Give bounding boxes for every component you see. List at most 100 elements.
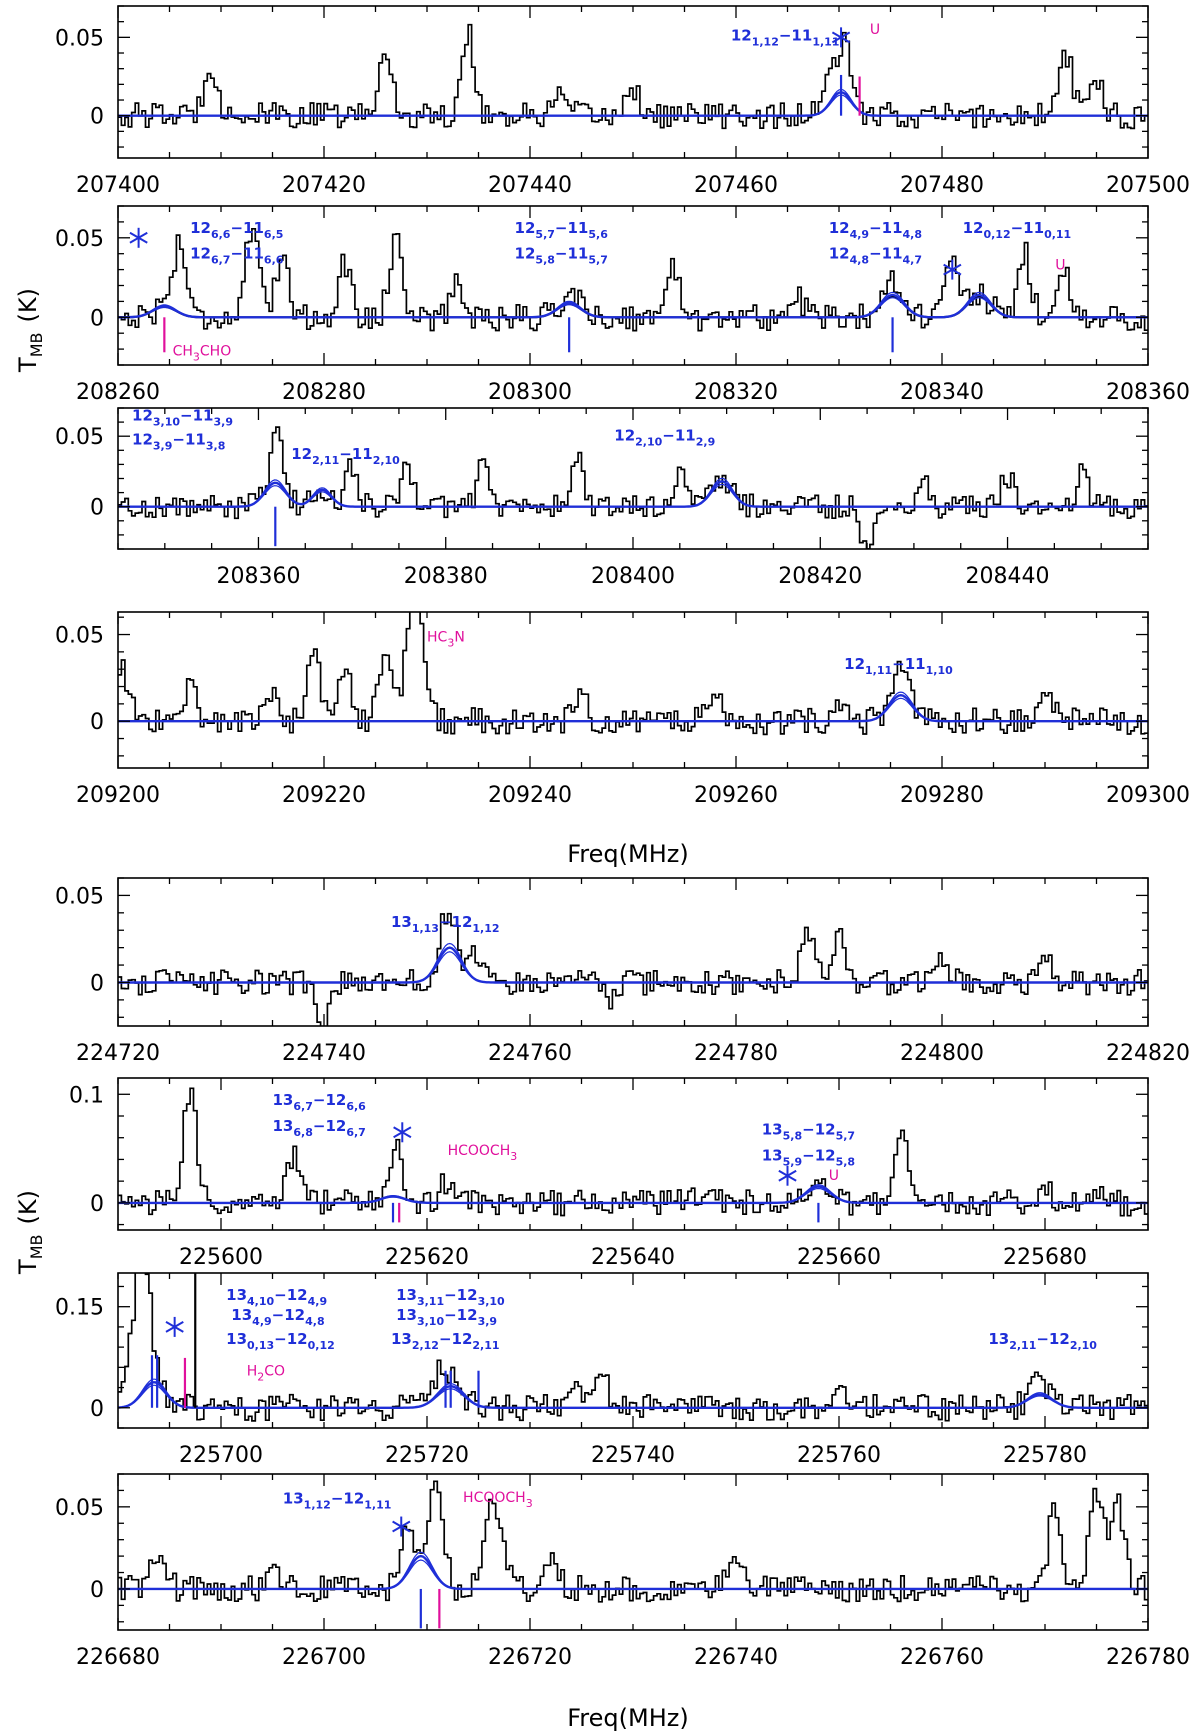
transition-label: 136,8−126,7 — [273, 1117, 366, 1139]
x-tick-label: 208420 — [778, 564, 862, 589]
transition-label: 124,8−114,7 — [829, 244, 922, 266]
transition-label: U — [870, 22, 880, 38]
asterisk-marker — [778, 1165, 797, 1186]
plot-area — [118, 1087, 1148, 1223]
transition-label: U — [829, 1168, 839, 1184]
x-tick-label: 226780 — [1106, 1645, 1190, 1670]
x-tick-label: 208300 — [488, 380, 572, 405]
transition-label: 135,8−125,7 — [762, 1120, 855, 1142]
y-tick-label: 0.15 — [55, 1296, 104, 1321]
x-tick-label: 224740 — [282, 1041, 366, 1066]
x-tick-label: 224820 — [1106, 1041, 1190, 1066]
transition-label: 125,8−115,7 — [515, 244, 608, 266]
x-tick-label: 209280 — [900, 783, 984, 808]
x-tick-label: 207440 — [488, 173, 572, 198]
asterisk-marker — [831, 27, 851, 48]
x-tick-label: 209200 — [76, 783, 160, 808]
x-tick-label: 208380 — [404, 564, 488, 589]
transition-label: CH3CHO — [173, 343, 232, 363]
transition-label: 123,10−113,9 — [132, 407, 233, 429]
observed-spectrum — [118, 1480, 1148, 1603]
x-tick-label: 208400 — [591, 564, 675, 589]
x-tick-label: 225680 — [1003, 1245, 1087, 1270]
y-tick-label: 0.05 — [55, 227, 104, 252]
x-tick-label: 226700 — [282, 1645, 366, 1670]
y-axis-title-lower: TMB(K) — [14, 1190, 46, 1275]
x-tick-label: 225720 — [385, 1443, 469, 1468]
x-tick-label: 207460 — [694, 173, 778, 198]
observed-spectrum — [118, 426, 1148, 549]
x-tick-label: 208260 — [76, 380, 160, 405]
x-tick-label: 207480 — [900, 173, 984, 198]
transition-label: 133,10−123,9 — [396, 1306, 497, 1328]
y-tick-label: 0 — [90, 1578, 104, 1603]
x-tick-label: 225600 — [179, 1245, 263, 1270]
observed-spectrum — [118, 1087, 1148, 1217]
y-tick-label: 0 — [90, 1192, 104, 1217]
transition-label: 134,10−124,9 — [226, 1286, 327, 1308]
x-tick-label: 224780 — [694, 1041, 778, 1066]
transition-label: 122,11−112,10 — [291, 445, 400, 467]
spectra-panels: 207400 207420 207440 207460 207480 207500 0 0.0… — [55, 5, 1190, 1670]
transition-label: 136,7−126,6 — [273, 1091, 367, 1113]
panel-5: 224720 224740 224760 224780 224800 224820 0 0.0… — [55, 877, 1190, 1066]
transition-label: U — [1055, 258, 1065, 274]
plot-area — [118, 426, 1148, 549]
model-curve — [118, 946, 1148, 984]
panel-1: 207400 207420 207440 207460 207480 207500 0 0.0… — [55, 5, 1190, 198]
transition-label: 131,12−121,11 — [283, 1490, 392, 1512]
transition-label: 126,6−116,5 — [190, 219, 283, 241]
transition-label: 126,7−116,6 — [190, 244, 284, 266]
x-tick-label: 225760 — [797, 1443, 881, 1468]
transition-label: 121,12−111,11 — [731, 26, 840, 48]
x-tick-label: 207500 — [1106, 173, 1190, 198]
x-tick-label: 209220 — [282, 783, 366, 808]
transition-label: 124,9−114,8 — [829, 219, 922, 241]
y-tick-label: 0 — [90, 306, 104, 331]
x-tick-label: 226680 — [76, 1645, 160, 1670]
model-curve — [118, 1554, 1148, 1591]
plot-area — [118, 612, 1148, 736]
x-tick-label: 208340 — [900, 380, 984, 405]
transition-label: 121,11−111,10 — [844, 655, 953, 677]
y-tick-label: 0.05 — [55, 884, 104, 909]
x-tick-label: 209300 — [1106, 783, 1190, 808]
y-tick-label: 0.05 — [55, 26, 104, 51]
transition-label: 125,7−115,6 — [515, 219, 609, 241]
x-tick-label: 225780 — [1003, 1443, 1087, 1468]
panel-frame — [117, 1473, 1149, 1631]
model-curve-lower — [118, 951, 1148, 984]
plot-area — [118, 227, 1148, 353]
y-tick-label: 0 — [90, 1397, 104, 1422]
panel-4: 209200 209220 209240 209260 209280 209300 0 0.0… — [55, 611, 1190, 808]
transition-label: HC3N — [427, 629, 465, 649]
panel-2: 208260 208280 208300 208320 208340 208360 0 0.0… — [55, 205, 1190, 405]
y-tick-label: 0.05 — [55, 624, 104, 649]
transition-label: 123,9−113,8 — [132, 431, 225, 453]
x-tick-label: 224800 — [900, 1041, 984, 1066]
panel-7: 225700 225720 225740 225760 225780 0 0.15 134,1… — [55, 1272, 1149, 1468]
transition-label: HCOOCH3 — [448, 1143, 518, 1163]
transition-label: 132,12−122,11 — [391, 1330, 500, 1352]
x-tick-label: 208360 — [216, 564, 300, 589]
x-tick-label: 225660 — [797, 1245, 881, 1270]
transition-label: 133,11−123,10 — [396, 1286, 505, 1308]
transition-label: 120,12−110,11 — [963, 219, 1072, 241]
observed-spectrum — [118, 1273, 1148, 1422]
model-curve — [118, 90, 1148, 117]
plot-area — [118, 912, 1148, 1026]
x-tick-label: 226760 — [900, 1645, 984, 1670]
observed-spectrum — [118, 227, 1148, 332]
x-tick-label: 224720 — [76, 1041, 160, 1066]
observed-spectrum — [118, 23, 1148, 130]
transition-label: 122,10−112,9 — [614, 426, 715, 448]
x-tick-label: 208360 — [1106, 380, 1190, 405]
x-tick-label: 209260 — [694, 783, 778, 808]
x-tick-label: 226720 — [488, 1645, 572, 1670]
y-tick-label: 0.05 — [55, 425, 104, 450]
x-tick-label: 225640 — [591, 1245, 675, 1270]
transition-label: 131,13−121,12 — [391, 913, 500, 935]
asterisk-marker — [129, 227, 148, 248]
transition-label: 132,11−122,10 — [988, 1330, 1097, 1352]
x-tick-label: 226740 — [694, 1645, 778, 1670]
